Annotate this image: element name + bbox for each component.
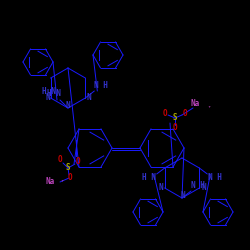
Text: H N: H N	[47, 90, 61, 98]
Text: N H: N H	[208, 174, 222, 182]
Text: N: N	[201, 184, 206, 192]
Text: ⁺: ⁺	[208, 106, 210, 110]
Text: O: O	[183, 110, 187, 118]
Text: S: S	[66, 164, 70, 172]
Text: H N: H N	[42, 88, 56, 96]
Text: S: S	[173, 114, 177, 122]
Text: O: O	[163, 110, 167, 118]
Text: ⁺: ⁺	[60, 180, 64, 184]
Text: N: N	[66, 100, 70, 110]
Text: N H: N H	[191, 182, 205, 190]
Text: N: N	[181, 190, 185, 200]
Text: O: O	[76, 158, 80, 166]
Text: O: O	[68, 174, 72, 182]
Text: N: N	[158, 184, 163, 192]
Text: N: N	[86, 94, 91, 102]
Text: N H: N H	[94, 82, 108, 90]
Text: O: O	[173, 124, 177, 132]
Text: Na: Na	[46, 178, 54, 186]
Text: Na: Na	[190, 100, 200, 108]
Text: H N: H N	[142, 174, 156, 182]
Text: N: N	[45, 94, 50, 102]
Text: O: O	[58, 156, 62, 164]
